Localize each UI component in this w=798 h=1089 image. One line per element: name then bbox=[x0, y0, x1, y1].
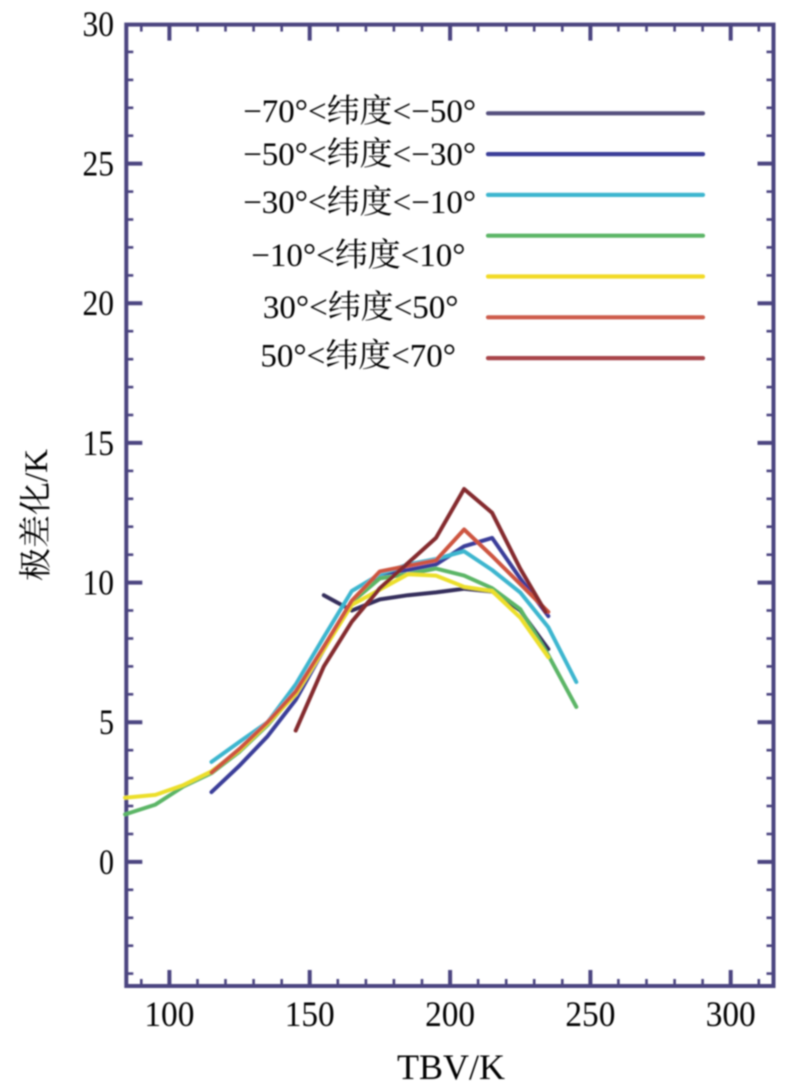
svg-text:250: 250 bbox=[565, 994, 615, 1034]
svg-text:−70°<: −70°< bbox=[243, 94, 326, 130]
svg-text:TBV/K: TBV/K bbox=[397, 1047, 505, 1087]
svg-text:<50°: <50° bbox=[394, 290, 459, 326]
svg-text:<−30°: <−30° bbox=[393, 137, 476, 173]
svg-text:<−50°: <−50° bbox=[393, 94, 476, 130]
svg-text:−50°<: −50°< bbox=[243, 137, 326, 173]
svg-text:20: 20 bbox=[83, 283, 115, 323]
svg-text:30°<: 30°< bbox=[263, 290, 328, 326]
svg-text:300: 300 bbox=[706, 994, 756, 1034]
svg-text:<70°: <70° bbox=[391, 339, 456, 375]
svg-text:200: 200 bbox=[425, 994, 475, 1034]
svg-text:/K: /K bbox=[19, 449, 55, 482]
svg-text:100: 100 bbox=[144, 994, 194, 1034]
svg-text:0: 0 bbox=[99, 842, 114, 882]
svg-text:150: 150 bbox=[285, 994, 335, 1034]
svg-text:25: 25 bbox=[83, 144, 115, 184]
svg-text:−30°<: −30°< bbox=[243, 185, 326, 221]
svg-text:<10°: <10° bbox=[401, 238, 466, 274]
svg-text:10: 10 bbox=[83, 563, 115, 603]
svg-text:15: 15 bbox=[83, 423, 115, 463]
svg-text:50°<: 50°< bbox=[260, 339, 325, 375]
svg-text:5: 5 bbox=[99, 702, 114, 742]
svg-text:30: 30 bbox=[83, 4, 115, 44]
svg-text:<−10°: <−10° bbox=[393, 185, 476, 221]
svg-text:−10°<: −10°< bbox=[251, 238, 334, 274]
